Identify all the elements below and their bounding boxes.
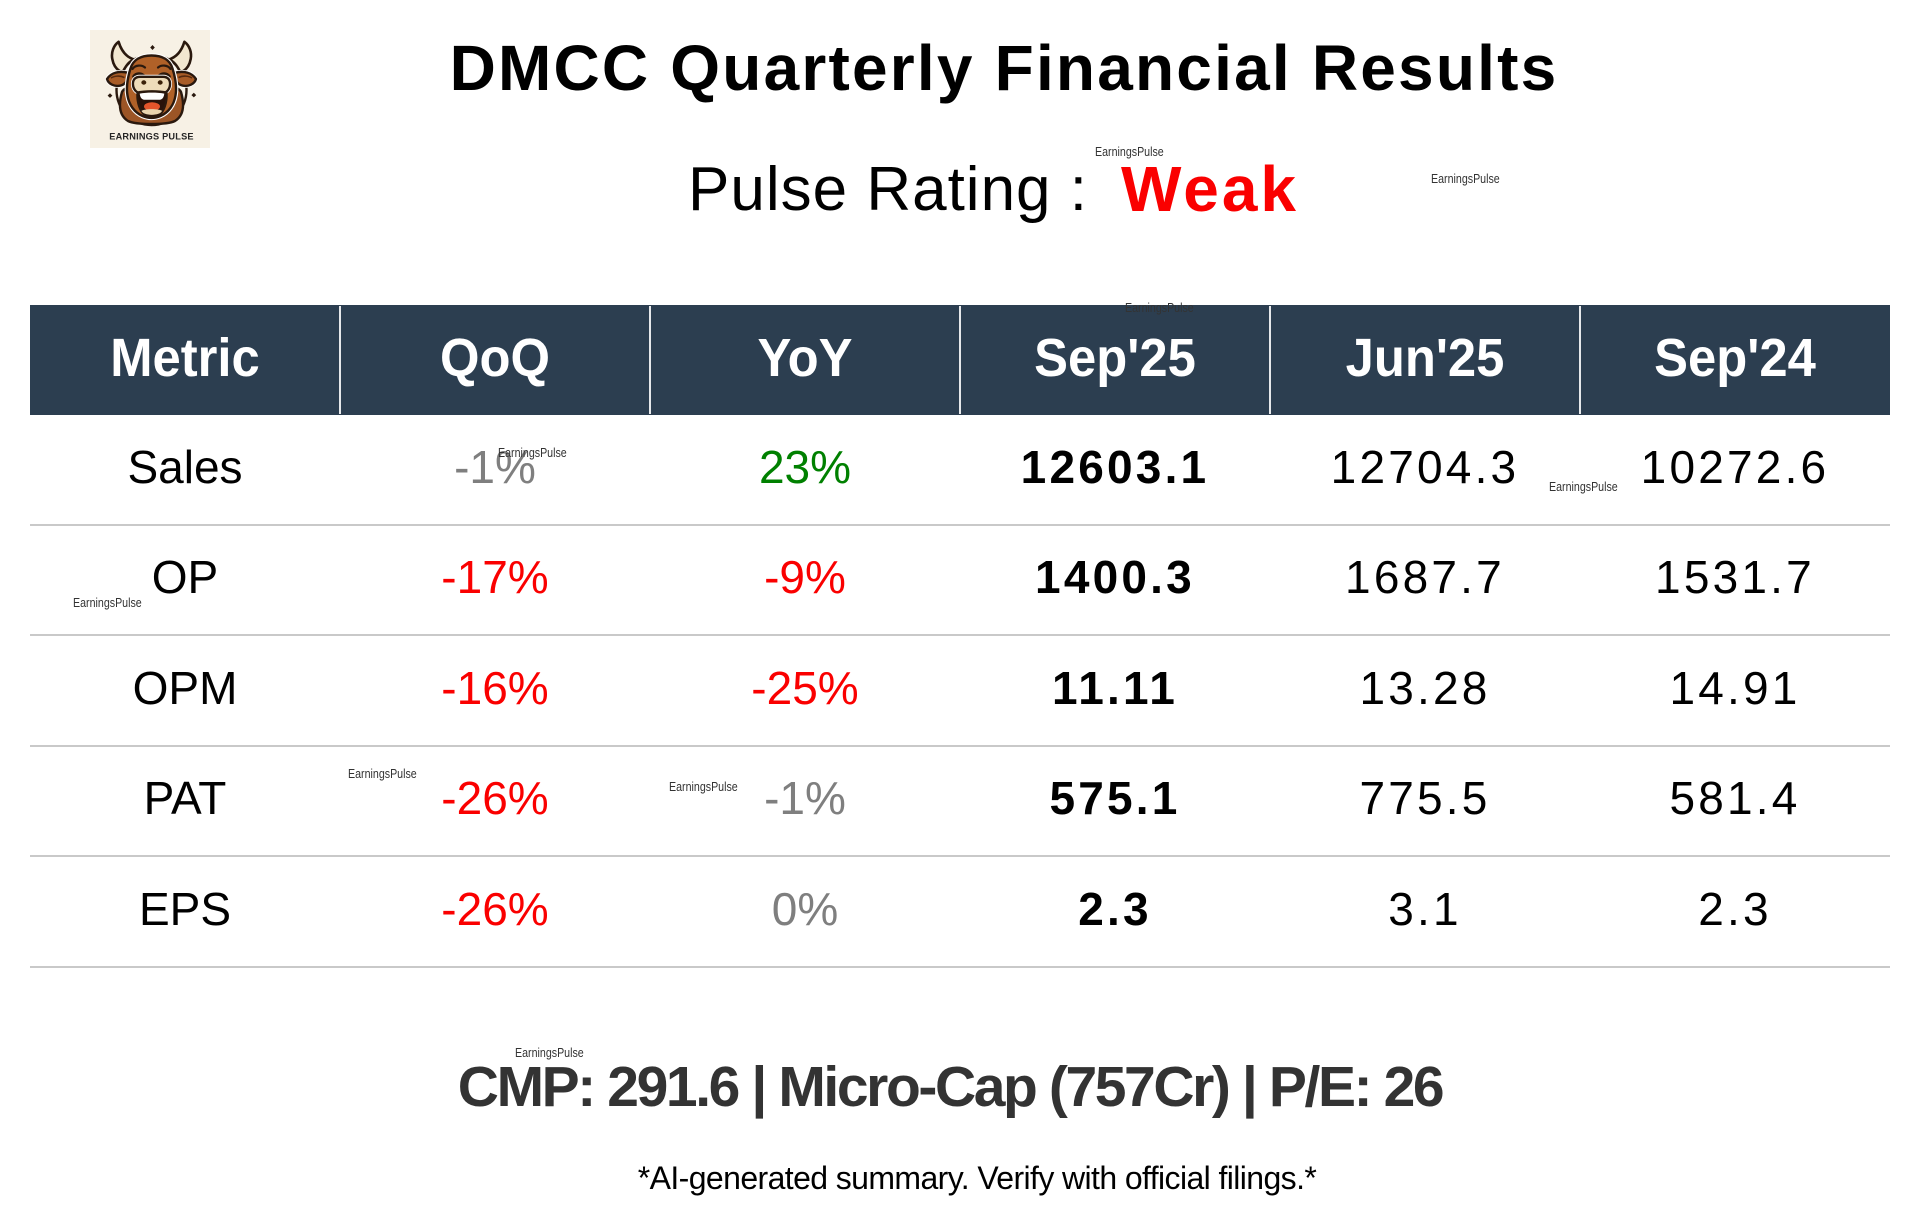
- svg-text:EARNINGS PULSE: EARNINGS PULSE: [109, 132, 193, 142]
